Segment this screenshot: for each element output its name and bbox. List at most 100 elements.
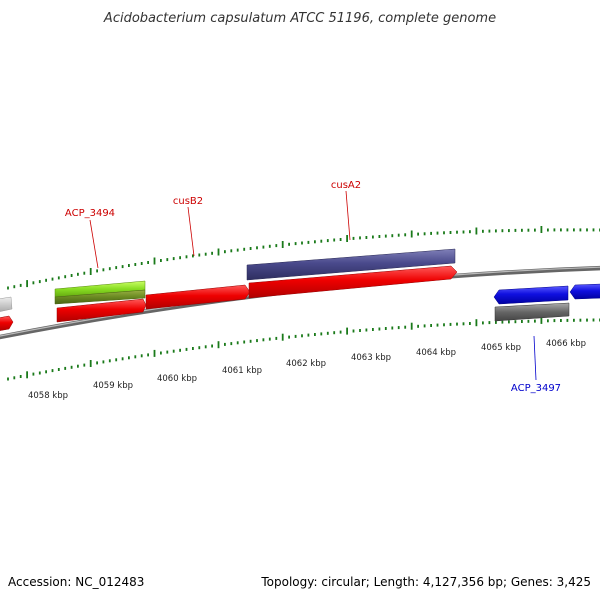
- minor-tick: [249, 247, 252, 250]
- minor-tick: [83, 363, 86, 367]
- minor-tick: [166, 258, 169, 262]
- minor-tick: [192, 347, 194, 350]
- minor-tick: [436, 323, 439, 327]
- minor-tick: [365, 328, 368, 332]
- scale-label: 4059 kbp: [93, 381, 133, 391]
- minor-tick: [230, 342, 233, 346]
- minor-tick: [384, 327, 387, 330]
- major-tick: [475, 319, 478, 327]
- minor-tick: [573, 228, 575, 232]
- minor-tick: [521, 228, 523, 232]
- minor-tick: [339, 330, 342, 334]
- minor-tick: [579, 318, 582, 322]
- minor-tick: [102, 268, 105, 272]
- major-tick: [153, 257, 156, 265]
- major-tick: [540, 316, 543, 324]
- gene-feature: [569, 283, 600, 300]
- minor-tick: [553, 319, 556, 323]
- minor-tick: [372, 235, 374, 239]
- minor-tick: [527, 228, 530, 232]
- minor-tick: [592, 228, 595, 232]
- minor-tick: [45, 278, 47, 282]
- minor-tick: [320, 239, 323, 243]
- gene-labels: ACP_3494 cusB2 cusA2 ACP_3497: [65, 180, 561, 394]
- minor-tick: [115, 358, 118, 362]
- minor-tick: [77, 272, 79, 276]
- map-title: Acidobacterium capsulatum ATCC 51196, co…: [103, 11, 496, 26]
- minor-tick: [115, 266, 118, 270]
- minor-tick: [147, 261, 149, 264]
- minor-tick: [423, 232, 426, 236]
- minor-tick: [134, 355, 137, 359]
- minor-tick: [301, 241, 303, 245]
- minor-tick: [365, 236, 368, 239]
- leader-line: [533, 335, 537, 381]
- minor-tick: [140, 262, 143, 265]
- major-tick: [540, 226, 543, 233]
- minor-tick: [160, 351, 162, 355]
- minor-tick: [417, 232, 419, 236]
- gene-acp3494-red: [56, 298, 147, 323]
- minor-tick: [359, 236, 361, 240]
- minor-tick: [508, 229, 510, 233]
- minor-tick: [262, 338, 265, 342]
- minor-tick: [430, 324, 432, 327]
- minor-tick: [7, 286, 9, 290]
- minor-tick: [243, 247, 246, 251]
- minor-tick: [384, 234, 387, 238]
- minor-tick: [70, 274, 73, 277]
- minor-tick: [57, 368, 60, 371]
- scale-label: 4060 kbp: [157, 374, 197, 384]
- minor-tick: [488, 321, 491, 325]
- minor-tick: [256, 246, 258, 250]
- minor-tick: [352, 329, 355, 333]
- minor-tick: [128, 356, 130, 360]
- minor-tick: [262, 245, 265, 249]
- minor-tick: [508, 320, 510, 324]
- minor-tick: [449, 322, 452, 326]
- gene-label-acp3494: ACP_3494: [65, 208, 115, 219]
- minor-tick: [462, 230, 465, 234]
- minor-tick: [198, 253, 201, 257]
- minor-tick: [586, 318, 588, 322]
- minor-tick: [430, 231, 432, 235]
- minor-tick: [514, 320, 517, 324]
- minor-tick: [320, 332, 323, 336]
- minor-tick: [96, 361, 98, 365]
- accession-text: Accession: NC_012483: [8, 575, 144, 589]
- minor-tick: [573, 318, 575, 322]
- minor-tick: [204, 345, 207, 349]
- minor-tick: [294, 242, 297, 246]
- minor-tick: [521, 320, 523, 323]
- minor-tick: [128, 264, 130, 267]
- scale-label: 4058 kbp: [28, 391, 68, 401]
- major-tick: [153, 349, 156, 357]
- major-tick: [346, 235, 348, 242]
- minor-tick: [211, 251, 213, 255]
- minor-tick: [579, 228, 582, 232]
- major-tick: [281, 333, 284, 341]
- minor-tick: [140, 354, 143, 358]
- minor-tick: [333, 331, 336, 335]
- scale-label: 4066 kbp: [546, 339, 586, 349]
- minor-tick: [179, 256, 181, 260]
- minor-tick: [288, 335, 290, 339]
- minor-tick: [236, 341, 239, 345]
- minor-tick: [51, 277, 54, 281]
- minor-tick: [333, 238, 336, 242]
- minor-tick: [13, 376, 16, 380]
- minor-tick: [314, 333, 316, 336]
- minor-tick: [57, 276, 60, 280]
- minor-tick: [326, 239, 329, 243]
- minor-tick: [96, 269, 98, 273]
- major-tick: [26, 280, 28, 288]
- minor-tick: [19, 375, 22, 378]
- minor-tick: [359, 329, 361, 332]
- minor-tick: [423, 324, 426, 328]
- minor-tick: [204, 252, 207, 256]
- minor-tick: [64, 366, 67, 370]
- minor-tick: [495, 320, 497, 324]
- minor-tick: [352, 236, 355, 240]
- major-tick: [26, 371, 28, 379]
- major-tick: [217, 248, 220, 256]
